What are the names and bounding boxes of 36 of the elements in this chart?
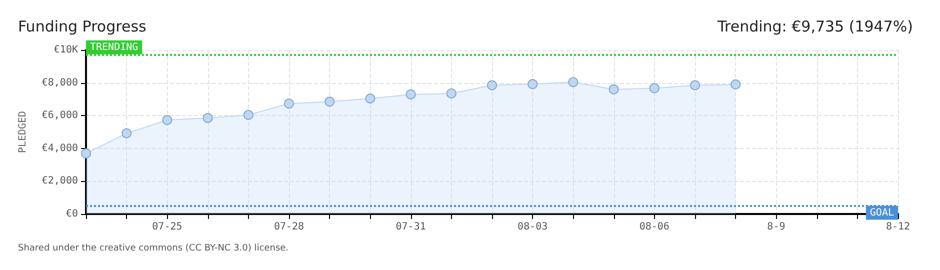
x-tick-label: 07-28	[274, 222, 304, 232]
point	[122, 128, 132, 138]
x-tick-label: 07-31	[396, 222, 426, 232]
y-tick-label: €4,000	[42, 142, 78, 154]
x-tick-label: 8-9	[767, 222, 786, 232]
x-tick-label: 8-12	[886, 222, 910, 232]
y-tick-label: €2,000	[42, 176, 78, 187]
point	[406, 89, 416, 100]
point	[324, 96, 335, 107]
point	[365, 94, 376, 104]
point	[243, 110, 254, 120]
ref-line-label: GOAL	[870, 207, 894, 218]
point	[487, 80, 497, 90]
point	[649, 83, 660, 94]
ref-line-label: TRENDING	[90, 42, 138, 53]
y-tick-label: €8,000	[42, 77, 78, 88]
point	[202, 113, 213, 124]
point	[162, 115, 172, 126]
x-tick-label: 08-03	[518, 222, 548, 232]
x-tick-label: 07-25	[152, 222, 182, 232]
y-tick-label: €10K	[54, 44, 78, 56]
point	[568, 77, 578, 88]
point	[690, 80, 700, 90]
y-axis-title: PLEDGED	[18, 110, 28, 154]
x-tick-label: 08-06	[639, 222, 670, 232]
y-tick-label: €6,000	[42, 110, 78, 122]
text: Shared under the creative commons (CC BY-NC 3.0) license.	[18, 244, 289, 254]
point	[608, 84, 619, 94]
chart-subtitle: Trending: €9,735 (1947%)	[716, 18, 914, 36]
point	[284, 98, 294, 109]
point	[730, 79, 741, 90]
point	[81, 148, 91, 158]
y-tick-label: €0	[66, 208, 78, 220]
point	[528, 79, 538, 90]
point	[446, 88, 456, 98]
chart-title: Funding Progress	[18, 18, 147, 36]
